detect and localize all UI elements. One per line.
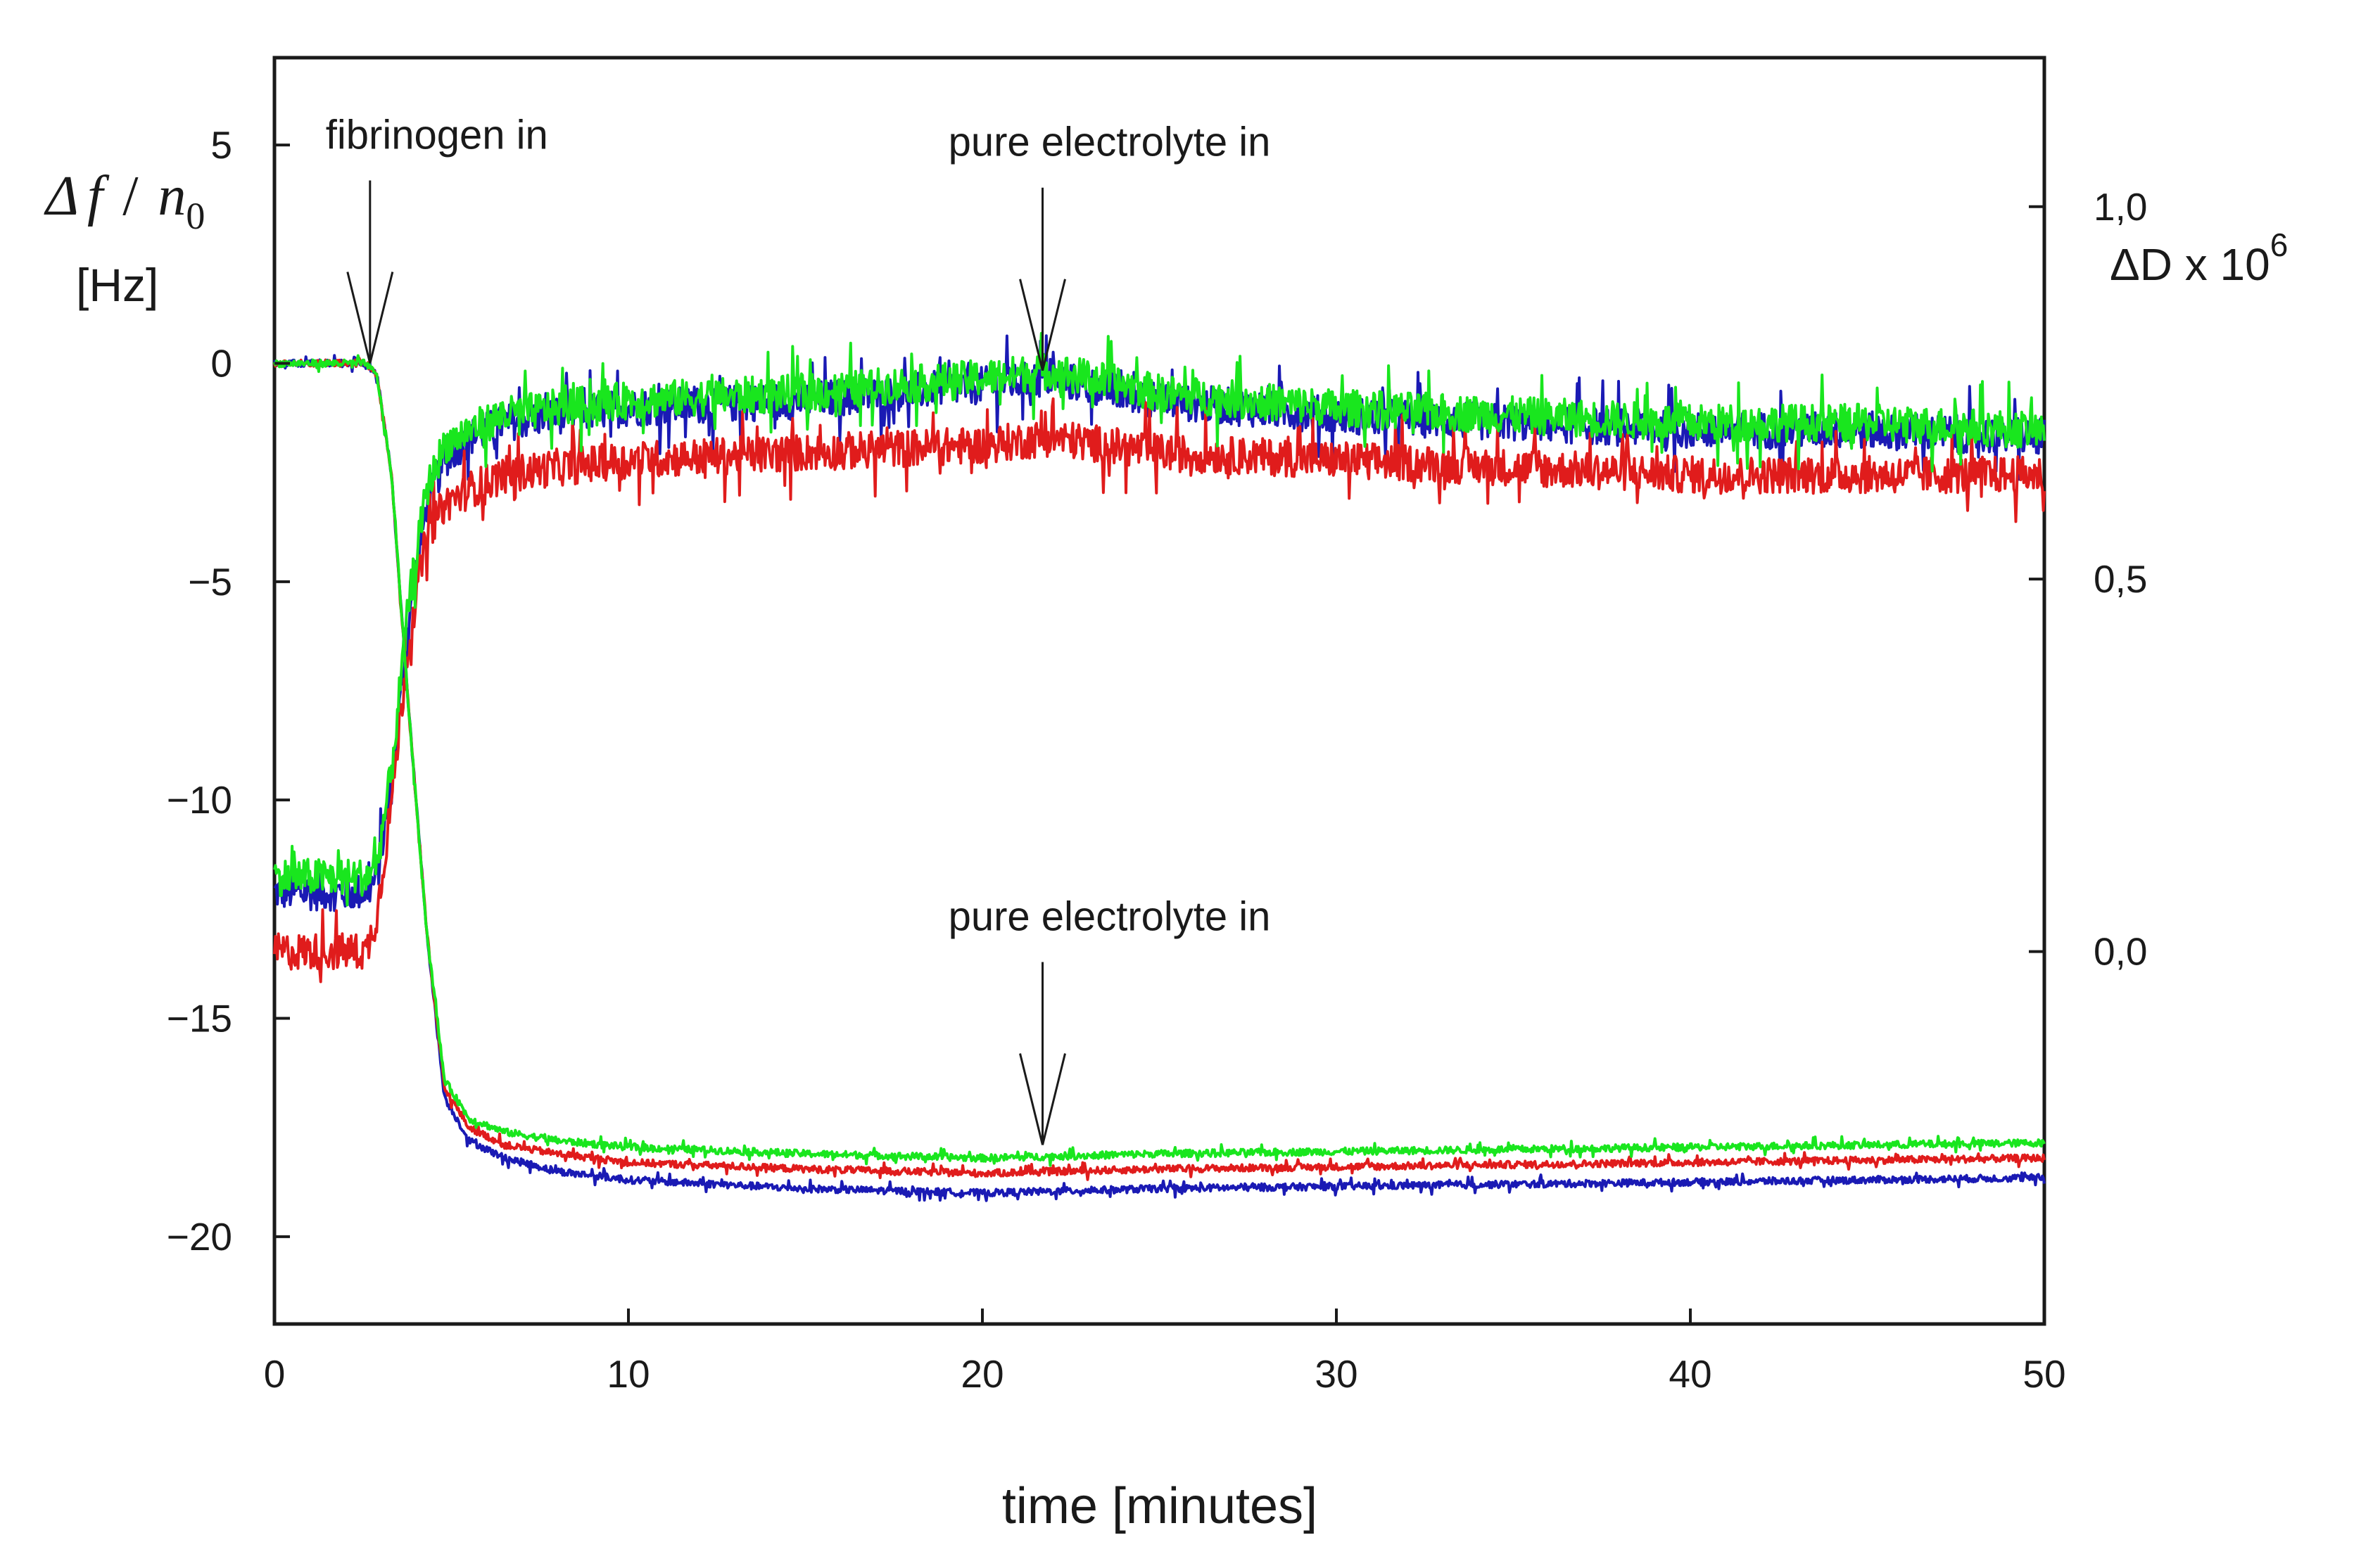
series-line-frequency-blue <box>273 354 2046 1202</box>
annotation-arrow-head-left <box>346 272 372 364</box>
series-line-frequency-red <box>273 356 2046 1181</box>
x-tick-label: 40 <box>1669 1352 1711 1396</box>
series-frequency-red <box>273 356 2046 1181</box>
y-left-tick-label: −20 <box>167 1215 232 1259</box>
y-right-label-text: ΔD x 10 <box>2110 239 2270 290</box>
annotation-label: pure electrolyte in <box>949 120 1271 165</box>
series-dissipation-red <box>273 397 2046 983</box>
x-axis-title: time [minutes] <box>1002 1478 1317 1534</box>
annotation-arrow-head-right <box>369 272 394 364</box>
annotations: fibrinogen in pure electrolyte in pure ele… <box>326 112 1271 1145</box>
y-left-slash: / <box>122 165 139 227</box>
y-right-tick-label: 0,5 <box>2094 557 2147 601</box>
y-left-n: n <box>158 165 186 227</box>
y-left-tick-label: −5 <box>188 560 232 604</box>
annotation-0: fibrinogen in <box>326 112 548 364</box>
series-line-frequency-green <box>273 354 2046 1167</box>
x-tick-label: 20 <box>961 1352 1004 1396</box>
annotation-arrow-head-left <box>1019 279 1044 371</box>
series-dissipation-green <box>273 331 2046 907</box>
y-right-label: ΔD x 106 <box>2110 227 2288 290</box>
series-line-dissipation-red <box>273 397 2046 983</box>
annotation-arrow-head-left <box>1019 1053 1044 1145</box>
y-left-f: f <box>87 165 110 227</box>
x-tick-label: 0 <box>264 1352 286 1396</box>
annotation-arrow-head-right <box>1042 1053 1066 1145</box>
annotation-label: fibrinogen in <box>326 112 548 158</box>
series-frequency-blue <box>273 354 2046 1202</box>
y-left-tick-label: 0 <box>210 341 232 385</box>
series-frequency-green <box>273 354 2046 1167</box>
plot-frame <box>272 56 2046 1326</box>
y-left-unit: [Hz] <box>76 259 158 311</box>
y-left-delta: Δ <box>44 165 79 227</box>
series-layer <box>273 331 2046 1202</box>
y-right-tick-label: 0,0 <box>2094 930 2147 974</box>
x-tick-label: 50 <box>2023 1352 2065 1396</box>
annotation-label: pure electrolyte in <box>949 894 1271 940</box>
y-left-subscript: 0 <box>186 195 205 237</box>
annotation-2: pure electrolyte in <box>949 894 1271 1145</box>
annotation-1: pure electrolyte in <box>949 120 1271 371</box>
series-line-dissipation-green <box>273 331 2046 907</box>
annotation-arrow-head-right <box>1042 279 1066 371</box>
y-left-tick-label: 5 <box>210 123 232 167</box>
y-left-tick-label: −15 <box>167 997 232 1040</box>
x-tick-label: 30 <box>1315 1352 1357 1396</box>
y-right-label-exponent: 6 <box>2270 227 2289 263</box>
y-left-tick-label: −10 <box>167 778 232 822</box>
x-tick-label: 10 <box>607 1352 650 1396</box>
y-right-tick-label: 1,0 <box>2094 185 2147 229</box>
